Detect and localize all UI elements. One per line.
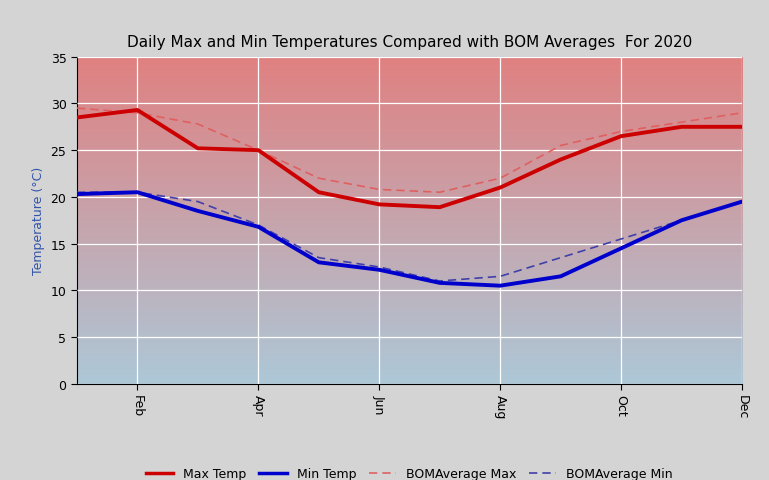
Max Temp (737, 125, 747, 131)
BOMAverage Min (435, 278, 444, 284)
Min Temp (737, 199, 747, 205)
BOMAverage Min (133, 190, 142, 196)
BOMAverage Max (72, 106, 82, 112)
Legend: Max Temp, Min Temp, BOMAverage Max, BOMAverage Min: Max Temp, Min Temp, BOMAverage Max, BOMA… (141, 462, 678, 480)
BOMAverage Min (375, 264, 384, 270)
Max Temp (72, 115, 82, 121)
BOMAverage Max (254, 148, 263, 154)
BOMAverage Max (495, 176, 504, 182)
Max Temp (556, 157, 565, 163)
Max Temp (495, 185, 504, 191)
BOMAverage Min (193, 199, 202, 205)
BOMAverage Max (315, 176, 324, 182)
Line: BOMAverage Min: BOMAverage Min (77, 193, 742, 281)
Title: Daily Max and Min Temperatures Compared with BOM Averages  For 2020: Daily Max and Min Temperatures Compared … (127, 35, 692, 49)
BOMAverage Max (375, 187, 384, 193)
Line: Min Temp: Min Temp (77, 193, 742, 286)
Min Temp (375, 267, 384, 273)
Max Temp (193, 146, 202, 152)
BOMAverage Min (556, 255, 565, 261)
BOMAverage Min (254, 223, 263, 228)
BOMAverage Min (737, 199, 747, 205)
Min Temp (495, 283, 504, 289)
BOMAverage Max (617, 129, 626, 135)
Max Temp (435, 205, 444, 211)
Max Temp (254, 148, 263, 154)
Y-axis label: Temperature (°C): Temperature (°C) (32, 167, 45, 275)
Min Temp (556, 274, 565, 280)
Min Temp (133, 190, 142, 196)
Min Temp (315, 260, 324, 265)
Min Temp (617, 246, 626, 252)
Line: BOMAverage Max: BOMAverage Max (77, 109, 742, 193)
Max Temp (133, 108, 142, 114)
BOMAverage Min (617, 237, 626, 242)
Max Temp (315, 190, 324, 196)
Min Temp (677, 218, 686, 224)
BOMAverage Max (133, 111, 142, 117)
BOMAverage Max (435, 190, 444, 196)
BOMAverage Min (677, 218, 686, 224)
BOMAverage Min (315, 255, 324, 261)
BOMAverage Max (737, 111, 747, 117)
Line: Max Temp: Max Temp (77, 111, 742, 208)
BOMAverage Max (677, 120, 686, 126)
Max Temp (375, 202, 384, 208)
BOMAverage Max (193, 122, 202, 128)
Max Temp (677, 125, 686, 131)
BOMAverage Min (495, 274, 504, 280)
Min Temp (193, 209, 202, 215)
BOMAverage Min (72, 190, 82, 196)
Max Temp (617, 134, 626, 140)
Min Temp (72, 192, 82, 198)
BOMAverage Max (556, 144, 565, 149)
Min Temp (254, 225, 263, 230)
Min Temp (435, 280, 444, 286)
